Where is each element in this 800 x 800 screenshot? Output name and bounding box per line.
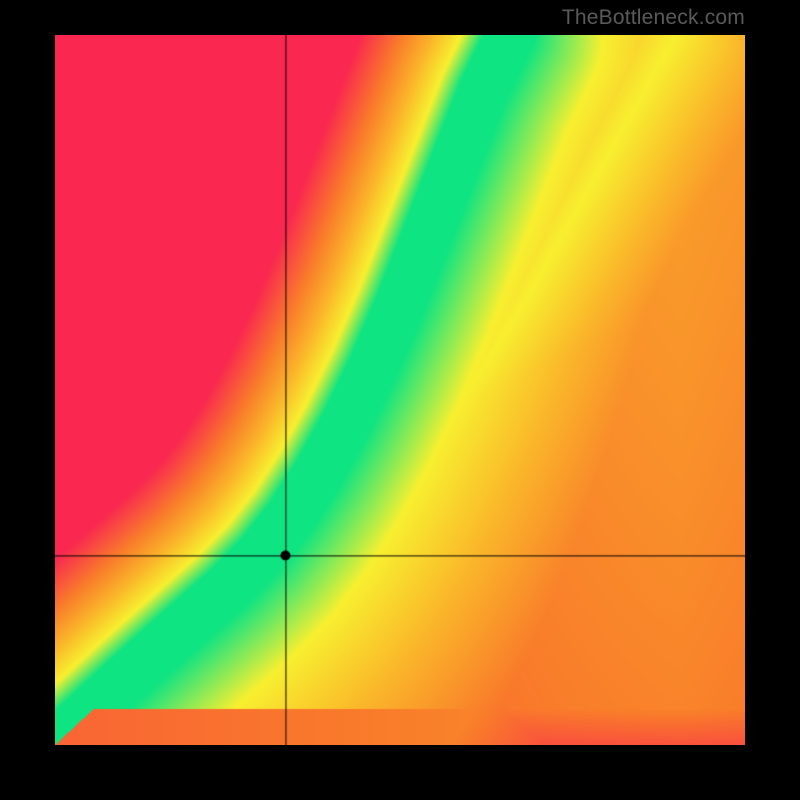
crosshair-overlay [55, 35, 745, 745]
attribution-label: TheBottleneck.com [562, 6, 745, 30]
chart-container: TheBottleneck.com [0, 0, 800, 800]
